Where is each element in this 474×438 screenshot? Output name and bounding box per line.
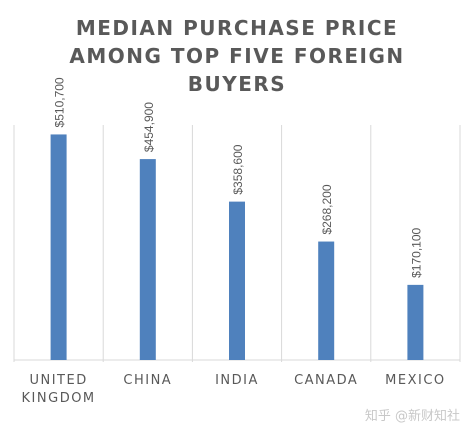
bar	[229, 201, 245, 360]
chart-title: MEDIAN PURCHASE PRICE AMONG TOP FIVE FOR…	[0, 14, 474, 98]
chart-title-line-3: BUYERS	[187, 72, 287, 96]
chart-title-line-1: MEDIAN PURCHASE PRICE	[75, 16, 399, 40]
x-tick-label: INDIA	[215, 373, 259, 388]
chart-title-line-2: AMONG TOP FIVE FOREIGN	[69, 44, 405, 68]
x-tick-label: KINGDOM	[22, 391, 96, 406]
data-label: $454,900	[142, 102, 156, 152]
data-label: $268,200	[320, 184, 334, 234]
bar	[407, 284, 424, 360]
bar	[139, 159, 156, 360]
watermark: 知乎 @新财知社	[364, 409, 460, 424]
x-tick-label: CANADA	[294, 373, 358, 388]
bar	[318, 241, 335, 360]
data-label: $510,700	[53, 77, 67, 127]
bar	[50, 134, 67, 360]
data-label: $358,600	[231, 144, 245, 194]
x-tick-label: CHINA	[123, 373, 172, 388]
data-label: $170,100	[409, 227, 423, 277]
x-tick-label: MEXICO	[385, 373, 445, 388]
x-tick-label: UNITED	[29, 373, 87, 388]
